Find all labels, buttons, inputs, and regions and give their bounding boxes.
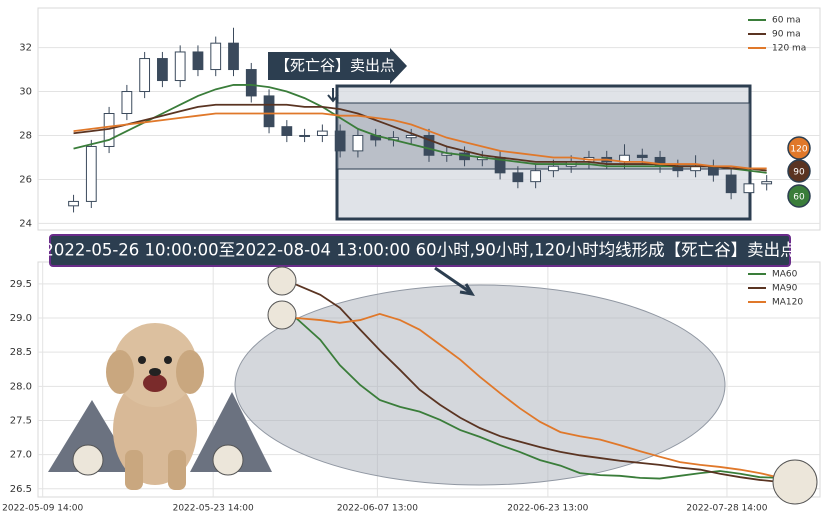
candle-body xyxy=(743,183,755,194)
highlight-band xyxy=(336,102,751,170)
banner-text: 2022-05-26 10:00:00至2022-08-04 13:00:00 … xyxy=(43,241,796,260)
candle-body xyxy=(281,126,293,136)
highlight-ellipse xyxy=(234,284,726,486)
y-tick-label: 26 xyxy=(19,174,32,185)
candle-body xyxy=(139,58,151,93)
candle-body xyxy=(157,58,168,82)
badge-label: 90 xyxy=(793,168,805,178)
x-tick-label: 2022-05-09 14:00 xyxy=(2,504,83,514)
line-series xyxy=(295,312,781,479)
candle-body xyxy=(548,165,559,172)
badge-label: 60 xyxy=(793,193,805,203)
candle-body xyxy=(263,95,275,128)
line-series xyxy=(73,112,767,170)
candle-body xyxy=(352,134,364,152)
candle-body xyxy=(68,200,79,207)
banner xyxy=(49,234,791,267)
banner-pointer xyxy=(434,266,475,297)
x-tick-label: 2022-07-28 14:00 xyxy=(686,504,767,514)
candle-body xyxy=(316,130,328,136)
line-series xyxy=(73,84,767,174)
line-series xyxy=(73,103,767,172)
y-tick-label: 28 xyxy=(19,130,32,141)
candle-body xyxy=(636,154,648,158)
y-tick-label: 27.5 xyxy=(10,415,32,426)
y-tick-label: 30 xyxy=(19,87,32,98)
candle-body xyxy=(725,174,737,194)
y-tick-label: 32 xyxy=(19,43,32,54)
candle-body xyxy=(334,130,346,152)
candle-body xyxy=(512,172,524,183)
line-series xyxy=(295,317,781,480)
dog xyxy=(106,323,204,490)
overlay: 【死亡谷】卖出点 2022-05-26 10:00:00至2022-08-04 … xyxy=(43,48,818,505)
candle-body xyxy=(405,134,417,139)
annotation-text: 【死亡谷】卖出点 xyxy=(275,57,395,75)
badge xyxy=(787,159,811,183)
y-tick-label: 27.0 xyxy=(10,450,32,461)
x-tick-label: 2022-05-23 14:00 xyxy=(173,504,254,514)
badge xyxy=(787,184,811,208)
annotation-pointer xyxy=(327,88,339,103)
candle-body xyxy=(245,69,257,97)
candle-body xyxy=(210,42,222,71)
candle-body xyxy=(228,42,239,71)
badge-label: 120 xyxy=(790,145,807,155)
x-tick-label: 2022-06-23 13:00 xyxy=(507,504,588,514)
legend-label: 90 ma xyxy=(772,30,801,40)
x-tick-label: 2022-06-07 13:00 xyxy=(337,504,418,514)
legend-label: MA120 xyxy=(772,298,803,308)
legend-label: 120 ma xyxy=(772,44,806,54)
y-tick-label: 26.5 xyxy=(10,484,32,495)
candle-body xyxy=(761,181,773,185)
badge xyxy=(787,136,811,160)
y-tick-label: 29.5 xyxy=(10,279,32,290)
candle-body xyxy=(121,91,133,115)
annotation-arrow xyxy=(268,48,407,84)
candle-body xyxy=(85,145,97,202)
marks: 60 ma 90 ma 120 ma 120 90 60 MA60 MA90 MA120 xyxy=(68,16,811,483)
candle-body xyxy=(530,170,542,183)
legend-label: MA90 xyxy=(772,284,798,294)
candle-body xyxy=(299,134,310,137)
legend-label: MA60 xyxy=(772,270,798,280)
candle-body xyxy=(174,51,186,82)
y-tick-label: 28.0 xyxy=(10,381,32,392)
mountains xyxy=(48,392,272,472)
y-tick-label: 24 xyxy=(19,218,32,229)
skulls xyxy=(72,266,818,505)
y-tick-label: 29.0 xyxy=(10,313,32,324)
candle-body xyxy=(192,51,204,71)
line-series xyxy=(295,283,781,483)
candle-body xyxy=(423,134,435,156)
legend-label: 60 ma xyxy=(772,16,801,26)
y-tick-label: 28.5 xyxy=(10,347,32,358)
